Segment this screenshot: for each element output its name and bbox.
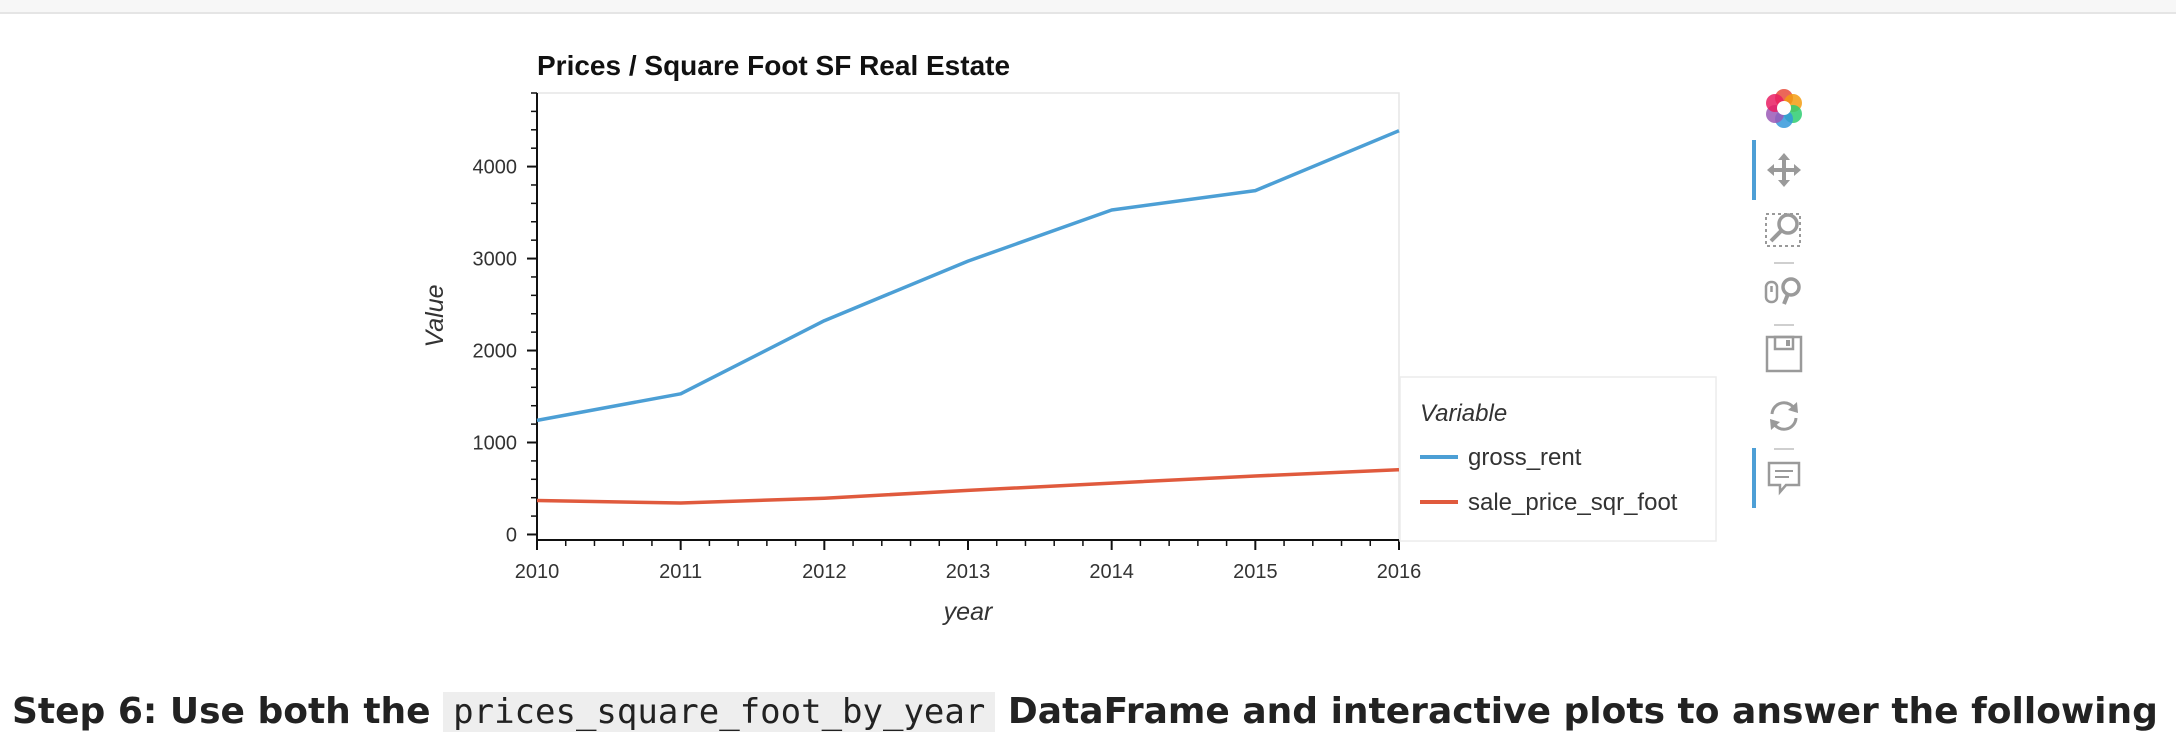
y-tick-label: 2000 (473, 341, 518, 363)
legend-label[interactable]: gross_rent (1468, 444, 1582, 471)
y-tick-label: 1000 (473, 433, 518, 455)
x-tick-label: 2011 (659, 561, 702, 583)
y-tick-label: 4000 (473, 157, 518, 179)
chart[interactable]: Prices / Square Foot SF Real Estate 2010… (0, 0, 2176, 712)
x-tick-label: 2013 (946, 561, 991, 583)
bokeh-logo-icon[interactable] (1762, 86, 1806, 130)
series-layer (536, 129, 1400, 505)
toolbar-separator (1774, 324, 1794, 326)
x-axis: 2010 2011 2012 2013 2014 2015 2016 (515, 539, 1422, 583)
x-tick-label: 2010 (515, 561, 560, 583)
notebook-top-strip (0, 0, 2176, 14)
x-tick-label: 2016 (1377, 561, 1422, 583)
y-axis-label: Value (421, 284, 449, 347)
x-tick-label: 2014 (1089, 561, 1134, 583)
chart-title: Prices / Square Foot SF Real Estate (537, 50, 1010, 81)
wheel-zoom-icon[interactable] (1762, 270, 1806, 314)
chart-toolbar (1748, 86, 1818, 516)
x-tick-label: 2012 (802, 561, 847, 583)
y-tick-label: 3000 (473, 249, 518, 271)
box-zoom-icon[interactable] (1762, 208, 1806, 252)
y-axis: 0 1000 2000 3000 4000 (473, 92, 538, 546)
legend[interactable]: Variable gross_rent sale_price_sqr_foot (1399, 376, 1717, 542)
toolbar-separator (1774, 448, 1794, 450)
pan-icon[interactable] (1752, 140, 1806, 200)
hover-icon[interactable] (1752, 448, 1806, 508)
save-icon[interactable] (1762, 332, 1806, 376)
x-axis-label: year (942, 598, 994, 626)
toolbar-separator (1774, 262, 1794, 264)
step-6-instruction: Step 6: Use both the prices_square_foot_… (12, 683, 2158, 741)
plot-area[interactable] (536, 92, 1400, 541)
reset-icon[interactable] (1762, 394, 1806, 438)
series-line-sale_price_sqr_foot[interactable] (536, 467, 1400, 505)
series-line-gross_rent[interactable] (536, 129, 1400, 423)
y-tick-label: 0 (506, 524, 517, 546)
legend-label[interactable]: sale_price_sqr_foot (1468, 489, 1678, 516)
legend-title: Variable (1420, 400, 1507, 427)
x-tick-label: 2015 (1233, 561, 1278, 583)
dataframe-name: prices_square_foot_by_year (443, 692, 996, 732)
